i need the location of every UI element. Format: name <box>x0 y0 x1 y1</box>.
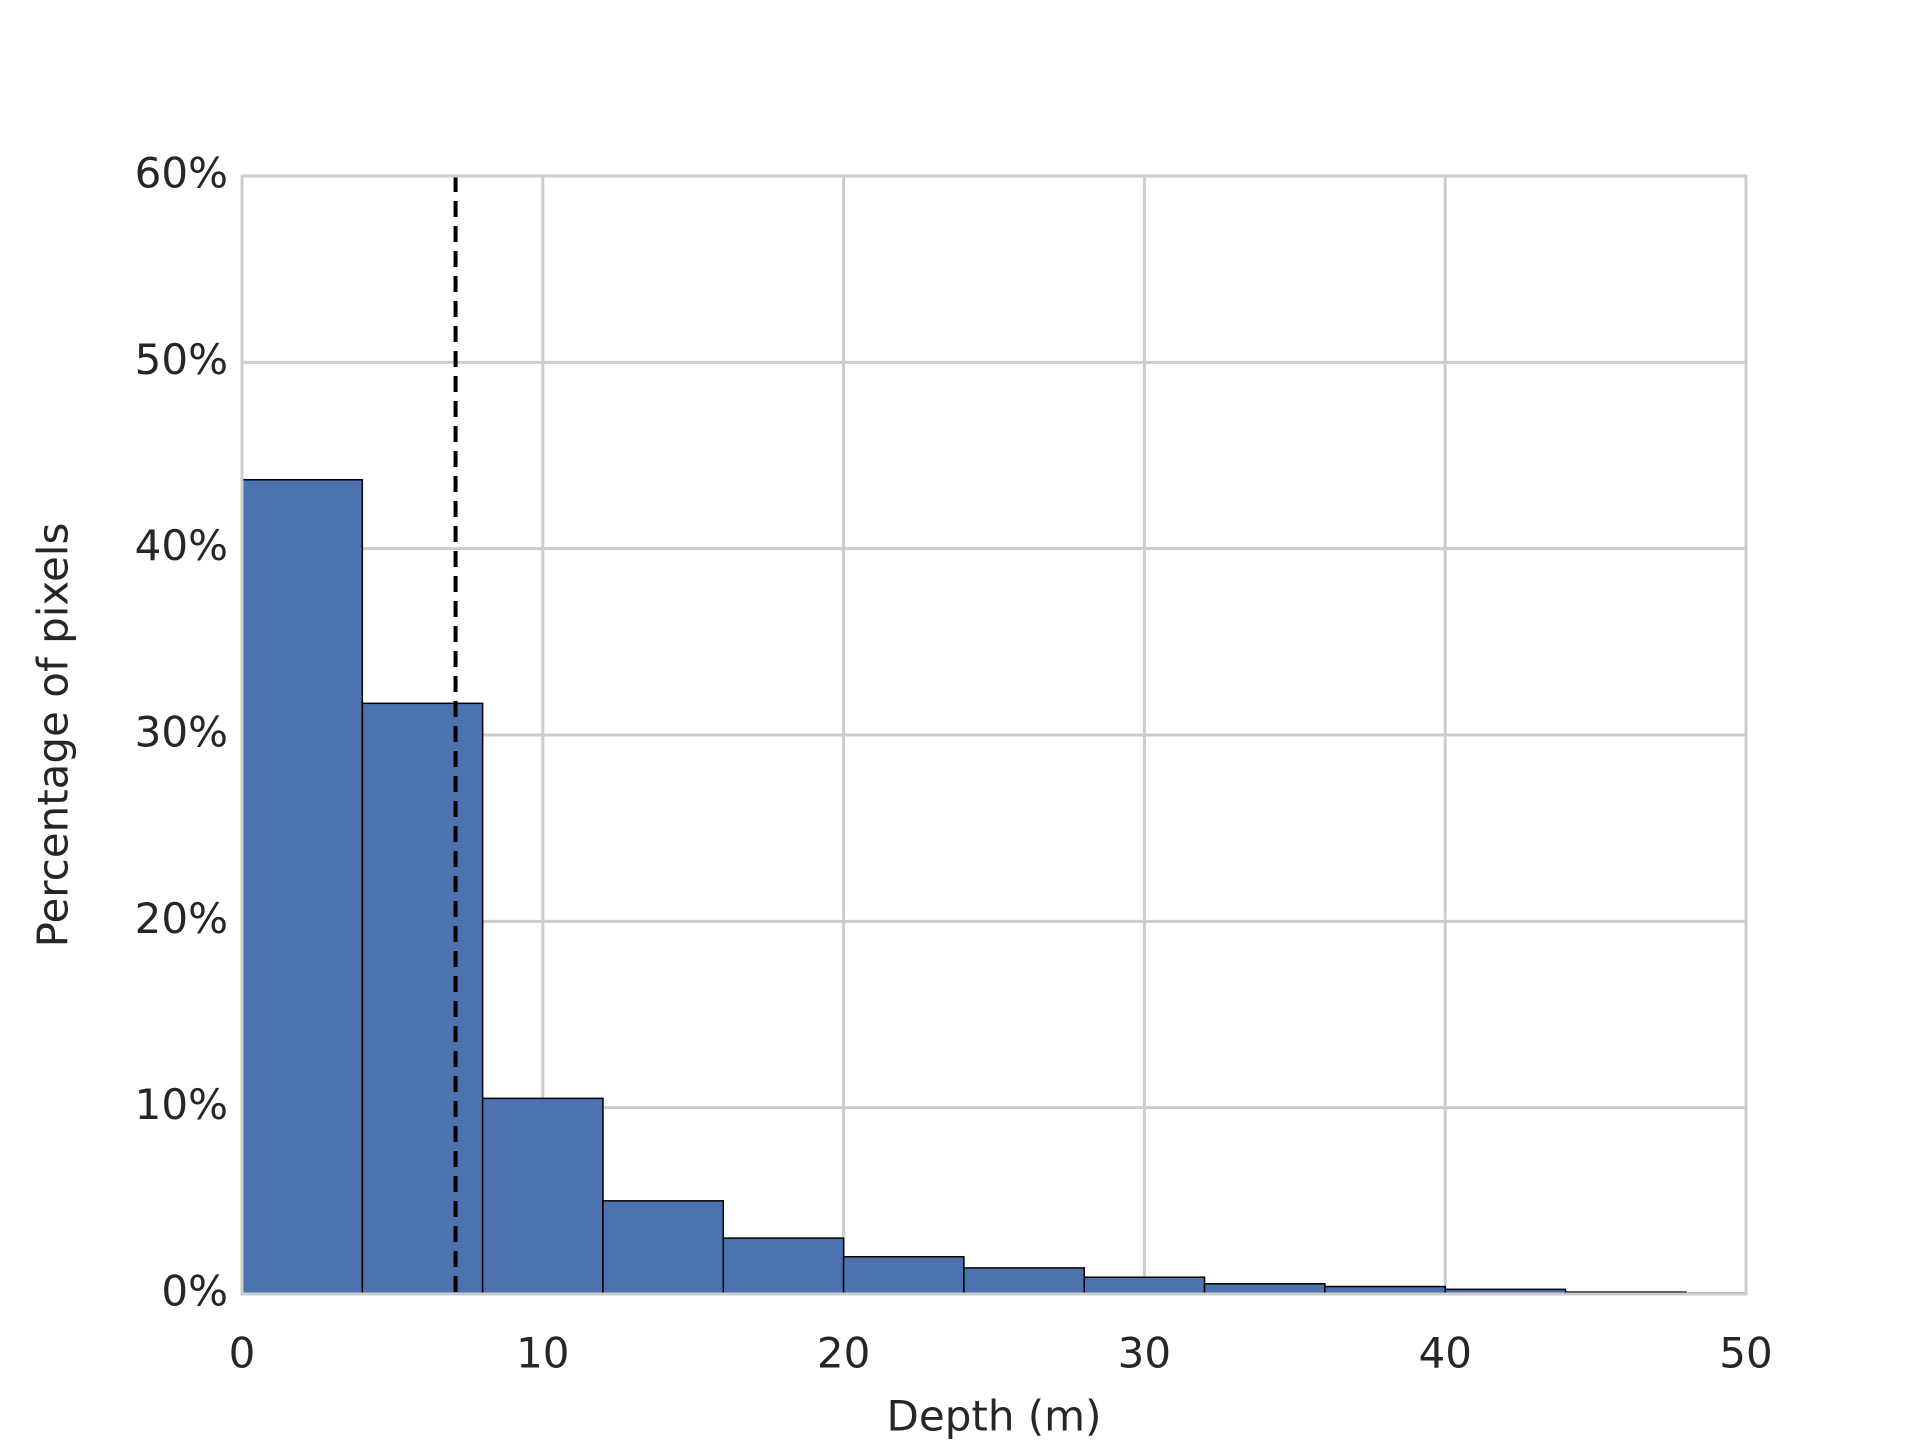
y-axis-label: Percentage of pixels <box>29 523 78 948</box>
bar <box>963 1267 1085 1294</box>
y-tick-label: 50% <box>135 335 228 384</box>
y-tick-label: 10% <box>135 1080 228 1129</box>
x-tick-label: 40 <box>1418 1329 1471 1378</box>
bar <box>361 702 484 1294</box>
y-tick-label: 40% <box>135 521 228 570</box>
bar <box>242 478 364 1294</box>
x-tick-label: 10 <box>516 1329 569 1378</box>
bar <box>481 1097 604 1294</box>
y-tick-label: 0% <box>161 1267 228 1316</box>
y-tick-label: 20% <box>135 894 228 943</box>
bar <box>1083 1276 1206 1294</box>
x-tick-label: 30 <box>1118 1329 1171 1378</box>
y-tick-label: 60% <box>135 149 228 198</box>
y-tick-label: 30% <box>135 708 228 757</box>
x-tick-label: 50 <box>1719 1329 1772 1378</box>
bar <box>842 1255 965 1294</box>
x-tick-label: 20 <box>817 1329 870 1378</box>
x-tick-label: 0 <box>229 1329 256 1378</box>
bar <box>1203 1283 1326 1294</box>
bar <box>722 1237 845 1294</box>
bar <box>602 1200 725 1294</box>
bars <box>242 478 1746 1294</box>
x-axis-label: Depth (m) <box>887 1392 1102 1440</box>
plot-frame <box>240 174 1748 1296</box>
